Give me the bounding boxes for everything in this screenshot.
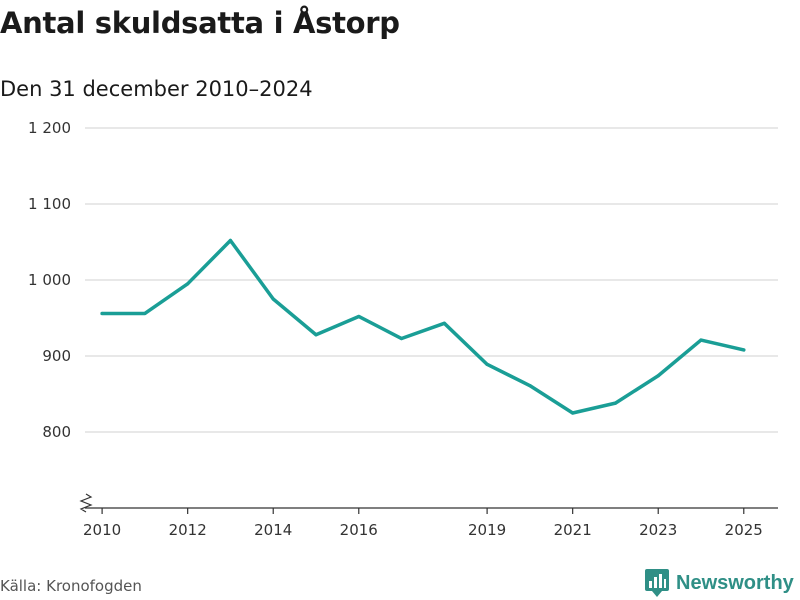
data-point <box>357 314 361 319</box>
data-point <box>613 401 618 405</box>
data-point <box>699 338 703 342</box>
x-tick-label: 2025 <box>725 521 763 539</box>
x-tick-label: 2010 <box>83 521 121 539</box>
series-line-0 <box>100 238 746 415</box>
newsworthy-logo: Newsworthy <box>644 568 794 598</box>
y-tick-label: 900 <box>42 347 71 365</box>
source-note: Källa: Kronofogden <box>0 577 142 595</box>
data-point <box>228 238 233 243</box>
x-tick-label: 2021 <box>554 521 592 539</box>
y-tick-label: 1 100 <box>28 195 71 213</box>
data-point <box>271 297 275 301</box>
data-point <box>528 384 532 388</box>
data-point <box>442 321 446 325</box>
chart-subtitle: Den 31 december 2010–2024 <box>0 77 313 101</box>
data-point <box>656 374 660 378</box>
data-point <box>571 411 575 415</box>
y-tick-label: 800 <box>42 423 71 441</box>
data-point <box>742 348 746 352</box>
x-tick-label: 2023 <box>639 521 677 539</box>
y-axis-ticks: 800 900 1 000 1 100 1 200 <box>28 119 71 441</box>
y-tick-label: 1 000 <box>28 271 71 289</box>
x-axis <box>79 493 778 513</box>
x-axis-ticks: 2010 2012 2014 2016 2019 2021 2023 2025 <box>83 508 763 539</box>
data-point <box>314 333 318 337</box>
data-point <box>143 311 147 316</box>
gridlines <box>85 127 778 433</box>
data-point <box>100 311 104 316</box>
series-group <box>100 238 746 415</box>
x-tick-label: 2019 <box>468 521 506 539</box>
data-point <box>399 336 404 341</box>
x-tick-label: 2014 <box>254 521 292 539</box>
x-tick-label: 2012 <box>169 521 207 539</box>
axis-break-icon <box>79 493 93 513</box>
y-tick-label: 1 200 <box>28 119 71 137</box>
data-point <box>485 362 489 366</box>
newsworthy-brand-text: Newsworthy <box>676 571 794 594</box>
chart-title: Antal skuldsatta i Åstorp <box>0 6 400 40</box>
newsworthy-logo-icon <box>645 569 669 597</box>
x-tick-label: 2016 <box>340 521 378 539</box>
data-point <box>186 282 190 286</box>
